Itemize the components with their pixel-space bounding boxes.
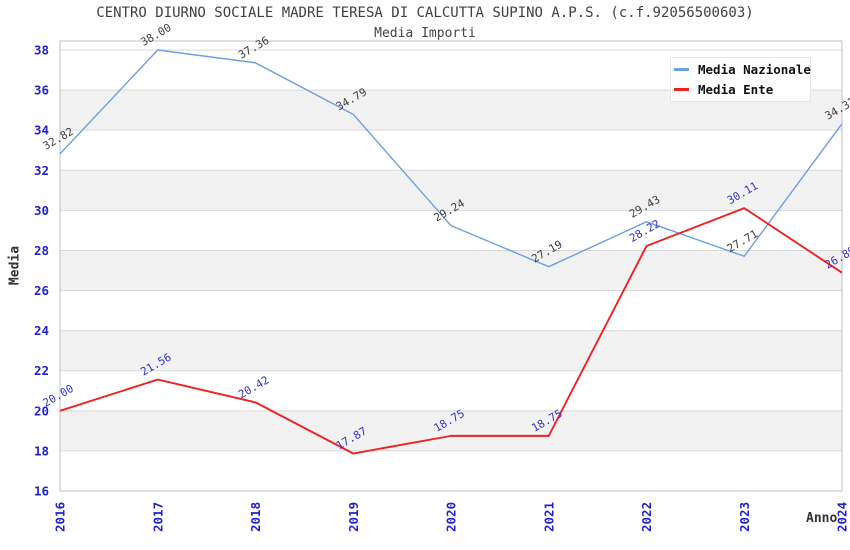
legend-swatch-ente-icon [674,87,689,91]
svg-text:22: 22 [34,363,49,378]
svg-text:28: 28 [34,243,49,258]
legend-swatch-nazionale-icon [674,68,689,72]
svg-text:18: 18 [34,443,49,458]
legend-item-media-nazionale: Media Nazionale [674,62,811,78]
svg-text:34: 34 [34,123,49,138]
svg-text:26: 26 [34,283,49,298]
svg-text:2018: 2018 [248,502,263,532]
svg-text:2021: 2021 [541,502,556,532]
svg-text:2016: 2016 [53,502,68,532]
svg-text:36: 36 [34,83,49,98]
x-tick-labels: 2016 2017 2018 2019 2020 2021 2022 2023 2024 [53,502,850,532]
svg-text:30: 30 [34,203,49,218]
legend-label-ente: Media Ente [698,81,774,97]
svg-text:24: 24 [34,323,49,338]
svg-text:2019: 2019 [346,502,361,532]
svg-text:38: 38 [34,43,49,58]
plot-bands [60,50,842,491]
legend-item-media-ente: Media Ente [674,82,810,97]
y-tick-labels: 16 18 20 22 24 26 28 30 32 34 36 38 [34,43,49,499]
chart-subtitle: Media Importi [374,26,476,41]
y-axis-title: Media [7,245,23,286]
svg-text:2024: 2024 [835,502,850,532]
svg-text:2023: 2023 [737,502,752,532]
legend: Media Nazionale Media Ente [670,57,811,102]
svg-text:2020: 2020 [444,502,459,532]
gridlines [60,49,842,452]
series-line-nazionale [59,49,843,268]
svg-text:20: 20 [34,403,49,418]
legend-label-nazionale: Media Nazionale [698,62,811,78]
svg-text:2022: 2022 [639,502,654,532]
series-line-ente [59,207,843,455]
plot-frame [59,40,843,492]
svg-text:32: 32 [34,163,49,178]
x-axis-title: Anno [806,511,838,526]
svg-text:16: 16 [34,484,49,499]
chart-title: CENTRO DIURNO SOCIALE MADRE TERESA DI CA… [96,5,754,21]
svg-text:2017: 2017 [150,502,165,532]
